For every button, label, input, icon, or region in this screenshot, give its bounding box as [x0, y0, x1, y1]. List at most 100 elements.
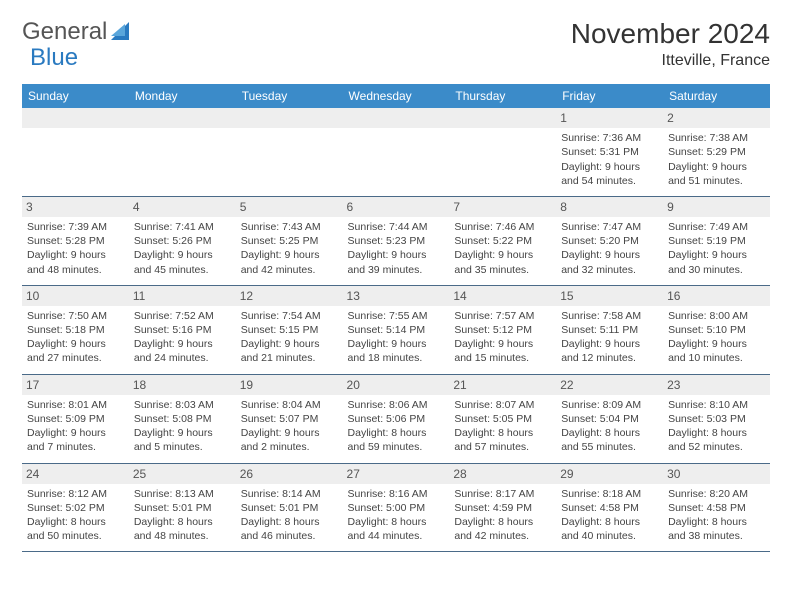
day-header: Sunday: [22, 84, 129, 108]
daylight-text: Daylight: 9 hours: [668, 248, 765, 262]
daylight-text: and 35 minutes.: [454, 263, 551, 277]
sunrise-text: Sunrise: 7:47 AM: [561, 220, 658, 234]
day-number: 21: [449, 375, 556, 395]
daylight-text: Daylight: 9 hours: [348, 248, 445, 262]
day-number: 8: [556, 197, 663, 217]
calendar-week: 10Sunrise: 7:50 AMSunset: 5:18 PMDayligh…: [22, 285, 770, 374]
daylight-text: Daylight: 9 hours: [241, 248, 338, 262]
calendar-week: 3Sunrise: 7:39 AMSunset: 5:28 PMDaylight…: [22, 196, 770, 285]
sunset-text: Sunset: 5:01 PM: [241, 501, 338, 515]
daylight-text: Daylight: 9 hours: [561, 160, 658, 174]
sunrise-text: Sunrise: 8:00 AM: [668, 309, 765, 323]
sunset-text: Sunset: 4:59 PM: [454, 501, 551, 515]
sunrise-text: Sunrise: 7:46 AM: [454, 220, 551, 234]
daylight-text: Daylight: 9 hours: [134, 337, 231, 351]
daylight-text: Daylight: 8 hours: [348, 426, 445, 440]
sunset-text: Sunset: 4:58 PM: [561, 501, 658, 515]
calendar-table: SundayMondayTuesdayWednesdayThursdayFrid…: [22, 84, 770, 552]
daylight-text: and 15 minutes.: [454, 351, 551, 365]
day-header: Friday: [556, 84, 663, 108]
daylight-text: and 30 minutes.: [668, 263, 765, 277]
day-number: 28: [449, 464, 556, 484]
daylight-text: Daylight: 9 hours: [348, 337, 445, 351]
sunrise-text: Sunrise: 7:55 AM: [348, 309, 445, 323]
daylight-text: Daylight: 8 hours: [241, 515, 338, 529]
day-number: 29: [556, 464, 663, 484]
daylight-text: Daylight: 9 hours: [27, 426, 124, 440]
daylight-text: Daylight: 9 hours: [27, 248, 124, 262]
day-number: 1: [556, 108, 663, 128]
daylight-text: Daylight: 9 hours: [668, 337, 765, 351]
calendar-day: 19Sunrise: 8:04 AMSunset: 5:07 PMDayligh…: [236, 374, 343, 463]
sunrise-text: Sunrise: 8:16 AM: [348, 487, 445, 501]
daylight-text: Daylight: 8 hours: [668, 426, 765, 440]
daylight-text: and 48 minutes.: [134, 529, 231, 543]
sunrise-text: Sunrise: 8:14 AM: [241, 487, 338, 501]
calendar-week: 24Sunrise: 8:12 AMSunset: 5:02 PMDayligh…: [22, 463, 770, 552]
daylight-text: and 2 minutes.: [241, 440, 338, 454]
sunrise-text: Sunrise: 7:57 AM: [454, 309, 551, 323]
daylight-text: and 5 minutes.: [134, 440, 231, 454]
sunset-text: Sunset: 5:20 PM: [561, 234, 658, 248]
daylight-text: and 32 minutes.: [561, 263, 658, 277]
daylight-text: and 48 minutes.: [27, 263, 124, 277]
calendar-day: 21Sunrise: 8:07 AMSunset: 5:05 PMDayligh…: [449, 374, 556, 463]
day-number: 30: [663, 464, 770, 484]
day-number: 4: [129, 197, 236, 217]
sunrise-text: Sunrise: 7:36 AM: [561, 131, 658, 145]
calendar-empty: [343, 108, 450, 196]
daylight-text: Daylight: 9 hours: [27, 337, 124, 351]
day-number: 25: [129, 464, 236, 484]
sunset-text: Sunset: 5:15 PM: [241, 323, 338, 337]
daylight-text: Daylight: 9 hours: [241, 337, 338, 351]
day-number: 7: [449, 197, 556, 217]
daylight-text: and 45 minutes.: [134, 263, 231, 277]
sunset-text: Sunset: 5:11 PM: [561, 323, 658, 337]
sunrise-text: Sunrise: 7:38 AM: [668, 131, 765, 145]
calendar-day: 20Sunrise: 8:06 AMSunset: 5:06 PMDayligh…: [343, 374, 450, 463]
sunrise-text: Sunrise: 8:07 AM: [454, 398, 551, 412]
day-number: 22: [556, 375, 663, 395]
sunset-text: Sunset: 5:28 PM: [27, 234, 124, 248]
sunrise-text: Sunrise: 7:54 AM: [241, 309, 338, 323]
day-number: 9: [663, 197, 770, 217]
daylight-text: Daylight: 8 hours: [134, 515, 231, 529]
daylight-text: and 55 minutes.: [561, 440, 658, 454]
sunrise-text: Sunrise: 8:04 AM: [241, 398, 338, 412]
brand-part1: General: [22, 18, 107, 46]
day-number: 26: [236, 464, 343, 484]
calendar-day: 27Sunrise: 8:16 AMSunset: 5:00 PMDayligh…: [343, 463, 450, 552]
day-number: 10: [22, 286, 129, 306]
calendar-day: 18Sunrise: 8:03 AMSunset: 5:08 PMDayligh…: [129, 374, 236, 463]
day-number-empty: [343, 108, 450, 128]
calendar-day: 3Sunrise: 7:39 AMSunset: 5:28 PMDaylight…: [22, 196, 129, 285]
calendar-day: 15Sunrise: 7:58 AMSunset: 5:11 PMDayligh…: [556, 285, 663, 374]
daylight-text: Daylight: 9 hours: [134, 248, 231, 262]
daylight-text: Daylight: 8 hours: [561, 426, 658, 440]
daylight-text: and 54 minutes.: [561, 174, 658, 188]
daylight-text: and 40 minutes.: [561, 529, 658, 543]
sunset-text: Sunset: 5:25 PM: [241, 234, 338, 248]
sunset-text: Sunset: 5:01 PM: [134, 501, 231, 515]
calendar-day: 29Sunrise: 8:18 AMSunset: 4:58 PMDayligh…: [556, 463, 663, 552]
calendar-day: 25Sunrise: 8:13 AMSunset: 5:01 PMDayligh…: [129, 463, 236, 552]
calendar-day: 17Sunrise: 8:01 AMSunset: 5:09 PMDayligh…: [22, 374, 129, 463]
daylight-text: and 52 minutes.: [668, 440, 765, 454]
sunrise-text: Sunrise: 8:03 AM: [134, 398, 231, 412]
daylight-text: and 27 minutes.: [27, 351, 124, 365]
daylight-text: and 59 minutes.: [348, 440, 445, 454]
day-number-empty: [449, 108, 556, 128]
sunset-text: Sunset: 5:18 PM: [27, 323, 124, 337]
day-number: 13: [343, 286, 450, 306]
daylight-text: Daylight: 9 hours: [454, 248, 551, 262]
sunset-text: Sunset: 5:26 PM: [134, 234, 231, 248]
calendar-day: 4Sunrise: 7:41 AMSunset: 5:26 PMDaylight…: [129, 196, 236, 285]
calendar-day: 23Sunrise: 8:10 AMSunset: 5:03 PMDayligh…: [663, 374, 770, 463]
sunrise-text: Sunrise: 8:20 AM: [668, 487, 765, 501]
sunrise-text: Sunrise: 8:18 AM: [561, 487, 658, 501]
daylight-text: and 7 minutes.: [27, 440, 124, 454]
daylight-text: Daylight: 9 hours: [668, 160, 765, 174]
calendar-day: 28Sunrise: 8:17 AMSunset: 4:59 PMDayligh…: [449, 463, 556, 552]
calendar-day: 11Sunrise: 7:52 AMSunset: 5:16 PMDayligh…: [129, 285, 236, 374]
day-number: 24: [22, 464, 129, 484]
